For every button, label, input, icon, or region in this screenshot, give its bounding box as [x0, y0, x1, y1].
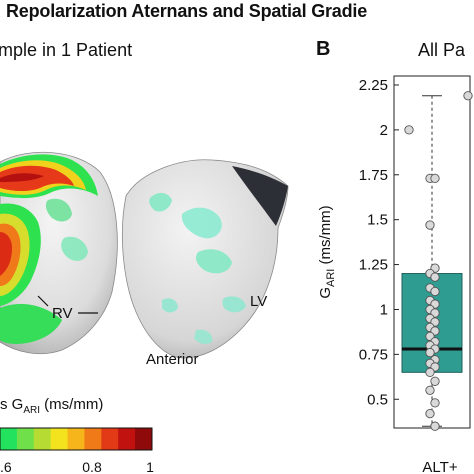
colorbar [0, 428, 153, 450]
panel-b-letter: B [316, 38, 331, 60]
data-point [430, 272, 440, 282]
rv-label: RV [52, 305, 73, 322]
data-point [430, 398, 440, 408]
panel-b-subtitle: All Pa [418, 40, 466, 60]
data-point [430, 286, 440, 297]
data-point [430, 376, 440, 386]
y-axis-label: GARI (ms/mm) [317, 205, 337, 298]
data-point [425, 385, 435, 395]
colorbar-segment [33, 428, 52, 450]
colorbar-frame [0, 427, 153, 451]
colorbar-label: s GARI (ms/mm) [0, 396, 103, 416]
colorbar-segment [50, 428, 69, 450]
colorbar-tick-3: 1 [146, 459, 154, 474]
colorbar-segment [0, 428, 18, 450]
y-tick-label: 0.5 [367, 391, 388, 408]
y-tick-label: 1.5 [367, 212, 388, 229]
lv-label: LV [250, 293, 267, 310]
right-heart-map [122, 159, 289, 359]
y-tick-label: 0.75 [359, 346, 388, 363]
colorbar-segment [84, 428, 102, 450]
x-category-label: ALT+ [422, 459, 457, 474]
colorbar-tick-1: .6 [0, 459, 12, 474]
colorbar-segment [67, 428, 85, 450]
y-tick-label: 1.75 [359, 167, 388, 184]
y-tick-label: 1 [380, 301, 388, 318]
panel-a-subtitle: mple in 1 Patient [0, 40, 133, 60]
colorbar-segment [101, 428, 119, 450]
colorbar-segment [135, 428, 153, 450]
data-point [430, 421, 440, 431]
data-point [425, 347, 435, 358]
data-point [425, 220, 435, 230]
figure-title: Repolarization Aternans and Spatial Grad… [6, 1, 368, 21]
rv-pointer-line-upper [37, 295, 49, 307]
data-point [425, 367, 435, 377]
y-tick-label: 2 [380, 122, 388, 139]
data-point [404, 125, 414, 135]
left-heart-map [0, 151, 118, 355]
colorbar-tick-2: 0.8 [82, 459, 102, 474]
data-point [463, 91, 473, 101]
anterior-label: Anterior [146, 351, 199, 368]
colorbar-segment [16, 428, 35, 450]
gari-boxplot: 0.5 0.75 1 1.25 1.5 1.75 2 2.25 GARI (ms/mm) ALT+ [317, 75, 473, 474]
data-point [430, 173, 440, 184]
colorbar-segment [118, 428, 136, 450]
y-tick-label: 2.25 [359, 77, 388, 94]
y-tick-label: 1.25 [359, 257, 388, 274]
data-point [425, 408, 435, 419]
